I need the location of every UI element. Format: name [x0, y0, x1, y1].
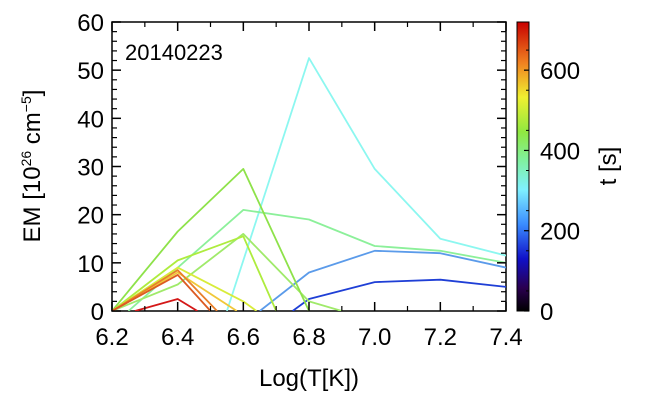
- series-line-1: [292, 278, 506, 311]
- series-line-3: [226, 57, 506, 311]
- y-tick-label: 60: [77, 10, 104, 37]
- date-annotation: 20140223: [125, 40, 223, 65]
- colorbar-tick-label: 600: [540, 58, 580, 85]
- series-line-5: [112, 232, 343, 311]
- series-layer: [112, 57, 506, 311]
- colorbar-tick-label: 0: [540, 299, 553, 326]
- series-line-11: [112, 273, 212, 311]
- y-axis-label-exp2: −5: [18, 96, 34, 112]
- y-axis-label-unit: cm: [19, 112, 46, 151]
- x-tick-label: 6.2: [95, 324, 128, 351]
- y-axis-label-main: EM [10: [19, 166, 46, 242]
- x-tick-label: 7.0: [358, 324, 391, 351]
- series-line-12: [134, 298, 198, 311]
- x-tick-label: 7.4: [489, 324, 522, 351]
- y-tick-label: 20: [77, 203, 104, 230]
- series-line-4: [127, 208, 506, 311]
- colorbar-ticks: 0 200 400 600: [524, 49, 580, 326]
- y-ticks: 0 10 20 30 40 50 60: [77, 10, 506, 326]
- x-ticks: 6.2 6.4 6.6 6.8 7.0 7.2 7.4: [95, 22, 523, 351]
- y-axis-label-exp1: 26: [18, 151, 34, 167]
- colorbar-tick-label: 200: [540, 219, 580, 246]
- y-tick-label: 10: [77, 251, 104, 278]
- x-tick-label: 6.6: [227, 324, 260, 351]
- y-axis-label: EM [1026 cm−5]: [18, 90, 46, 243]
- colorbar-tick-label: 400: [540, 138, 580, 165]
- x-axis-label: Log(T[K]): [259, 365, 359, 392]
- y-axis-label-close: ]: [19, 90, 46, 97]
- series-line-6: [112, 167, 310, 311]
- colorbar-label: t [s]: [595, 147, 622, 186]
- series-line-8: [112, 266, 258, 311]
- colorbar: [516, 21, 530, 312]
- x-tick-label: 6.4: [161, 324, 194, 351]
- plot-frame: [111, 21, 507, 312]
- series-line-7: [112, 235, 278, 311]
- series-line-9: [112, 271, 238, 311]
- x-tick-label: 6.8: [292, 324, 325, 351]
- series-line-10: [112, 269, 218, 311]
- y-tick-label: 0: [91, 299, 104, 326]
- y-tick-label: 50: [77, 58, 104, 85]
- x-tick-label: 7.2: [424, 324, 457, 351]
- y-tick-label: 40: [77, 106, 104, 133]
- y-tick-label: 30: [77, 155, 104, 182]
